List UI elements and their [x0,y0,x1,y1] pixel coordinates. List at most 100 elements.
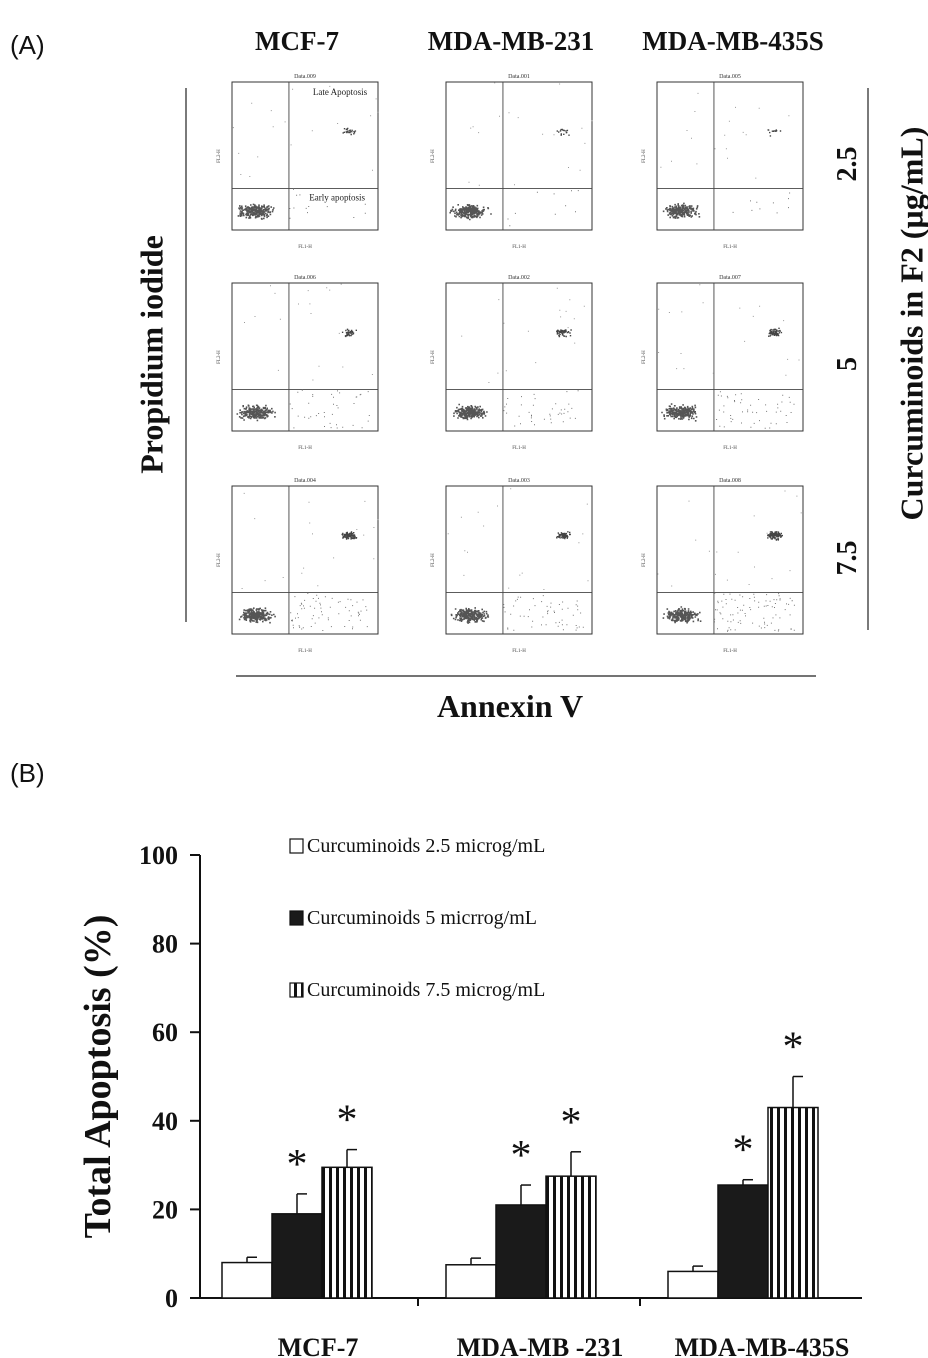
live-cell-cluster [450,607,490,624]
significance-marker: * [511,1133,532,1179]
plot-y-axis-label: FL2-H [431,350,436,364]
panel-a-label: (A) [10,30,45,60]
plot-y-axis-label: FL2-H [217,350,222,364]
flow-plot-frame [445,485,593,635]
bar-2-1 [717,1184,769,1299]
legend-entry-0: Curcuminoids 2.5 microg/mL [289,835,545,857]
plot-y-axis-label: FL2-H [217,149,222,163]
plot-title: Data.006 [294,275,316,281]
legend-swatch [289,910,304,926]
significance-marker: * [337,1098,358,1144]
panel-b-label: (B) [10,758,45,788]
plot-title: Data.008 [719,478,741,484]
bar-1-0 [445,1264,497,1299]
sparse-events [461,287,585,383]
plot-title: Data.002 [508,275,530,281]
x-category-label: MDA-MB-435S [675,1333,850,1358]
late-apoptosis-label: Late Apoptosis [313,87,368,97]
y-tick-label: 60 [152,1018,178,1047]
live-cell-cluster [453,403,488,421]
column-header-mcf7: MCF-7 [255,26,339,56]
legend-label: Curcuminoids 5 micrrog/mL [307,907,537,929]
late-apoptosis-cluster [341,531,358,540]
early-apoptosis-scatter [732,192,791,214]
live-cell-cluster [661,403,698,422]
flow-plot-frame [656,81,804,231]
bar-0-1 [271,1213,323,1299]
y-tick-label: 20 [152,1195,178,1224]
late-apoptosis-cluster [556,329,572,338]
plot-x-axis-label: FL1-H [298,649,312,654]
legend-swatch [289,982,304,998]
sparse-events [468,82,593,186]
flow-plot-frame [445,81,593,231]
significance-marker: * [287,1142,308,1188]
flow-plot-frame [656,485,804,635]
plot-x-axis-label: FL1-H [512,245,526,250]
legend-entry-2: Curcuminoids 7.5 microg/mL [289,979,545,1001]
live-cell-cluster [662,202,701,219]
column-header-mda-mb-435s: MDA-MB-435S [642,26,824,56]
plot-x-axis-label: FL1-H [512,649,526,654]
early-apoptosis-label: Early apoptosis [309,193,365,203]
early-apoptosis-scatter [289,389,370,429]
plot-x-axis-label: FL1-H [512,446,526,451]
y-tick-label: 0 [165,1284,178,1313]
flow-plot-1-2: Data.007 FL1-H FL2-H [642,275,804,451]
plot-y-axis-label: FL2-H [431,149,436,163]
column-header-mda-mb-231: MDA-MB-231 [427,26,595,56]
flow-plot-frame [231,485,379,635]
sparse-events [657,490,802,587]
flow-plot-frame [231,81,379,231]
flow-plot-1-1: Data.002 FL1-H FL2-H [431,275,593,451]
early-apoptosis-scatter [507,190,579,227]
flow-plot-2-0: Data.004 FL1-H FL2-H [217,478,379,654]
legend-label: Curcuminoids 2.5 microg/mL [307,835,545,857]
bar-2-0 [667,1270,719,1299]
plot-y-axis-label: FL2-H [217,553,222,567]
x-category-label: MDA-MB -231 [457,1333,624,1358]
plot-title: Data.007 [719,275,741,281]
plot-title: Data.009 [294,74,316,80]
late-apoptosis-cluster [341,328,357,338]
late-apoptosis-cluster [556,128,570,136]
early-apoptosis-scatter [503,390,579,427]
flow-cytometry-grid: Data.009 FL1-H FL2-H Late Apoptosis Early ap… [185,74,869,677]
x-category-label: MCF-7 [278,1333,359,1358]
live-cell-cluster [238,607,276,624]
legend-label: Curcuminoids 7.5 microg/mL [307,979,545,1001]
plot-y-axis-label: FL2-H [642,149,647,163]
early-apoptosis-scatter [714,592,795,632]
flow-plot-0-2: Data.005 FL1-H FL2-H [642,74,804,250]
early-apoptosis-scatter [503,595,584,631]
plot-title: Data.001 [508,74,530,80]
plot-y-axis-label: FL2-H [431,553,436,567]
plot-title: Data.003 [508,478,530,484]
x-title-annexin-v: Annexin V [436,688,584,724]
late-apoptosis-cluster [767,129,782,137]
flow-plot-1-0: Data.006 FL1-H FL2-H [217,275,379,451]
plot-x-axis-label: FL1-H [298,446,312,451]
late-apoptosis-cluster [556,531,571,540]
early-apoptosis-scatter [716,391,795,429]
live-cell-cluster [449,204,492,221]
live-cell-cluster [662,606,702,624]
bar-2-2 [767,1106,819,1299]
bar-1-1 [495,1204,547,1299]
bar-1-2 [545,1175,597,1299]
early-apoptosis-scatter [290,592,368,631]
plot-x-axis-label: FL1-H [723,649,737,654]
y-tick-label: 40 [152,1107,178,1136]
late-apoptosis-cluster [767,531,783,541]
legend-swatch [289,838,304,854]
late-apoptosis-cluster [342,127,357,136]
legend-entry-1: Curcuminoids 5 micrrog/mL [289,907,537,929]
plot-y-axis-label: FL2-H [642,350,647,364]
sparse-events [244,283,373,381]
flow-plot-0-1: Data.001 FL1-H FL2-H [431,74,593,250]
flow-plot-frame [656,282,804,432]
y-tick-label: 100 [139,841,178,870]
bar-chart: 0 20 40 60 80 100 Total Apoptosis (%) * * MCF-7 * *… [77,835,862,1358]
sparse-events [447,488,589,590]
y-tick-label: 80 [152,930,178,959]
